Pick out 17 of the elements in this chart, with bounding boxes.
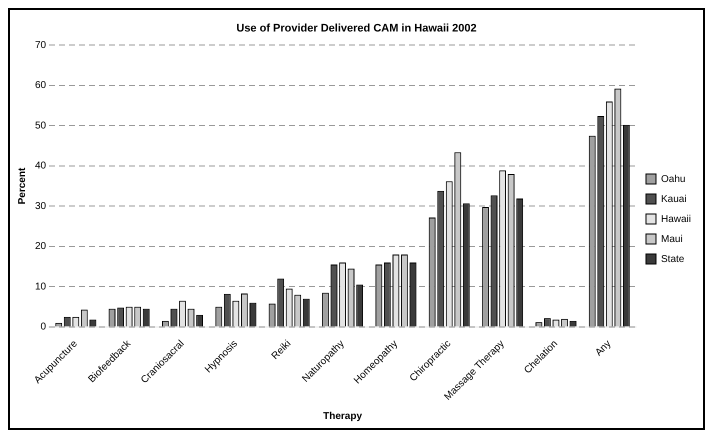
x-axis-title: Therapy	[323, 410, 362, 422]
y-tick-label: 50	[35, 120, 47, 132]
legend-label: Hawaii	[660, 214, 692, 225]
y-tick-label: 30	[35, 200, 47, 212]
legend-label: Oahu	[660, 174, 686, 185]
y-axis-title: Percent	[16, 167, 28, 204]
legend-label: State	[660, 254, 685, 265]
legend-label: Maui	[660, 234, 683, 245]
chart-title: Use of Provider Delivered CAM in Hawaii 2002	[236, 22, 477, 35]
y-tick-label: 70	[35, 40, 47, 51]
x-tick-label: Any	[593, 338, 614, 358]
legend-label: Kauai	[660, 194, 687, 205]
y-tick-label: 0	[40, 322, 47, 333]
y-tick-label: 20	[35, 241, 47, 252]
y-tick-label: 40	[35, 160, 47, 172]
y-tick-label: 10	[35, 281, 47, 292]
y-tick-label: 60	[35, 80, 47, 92]
